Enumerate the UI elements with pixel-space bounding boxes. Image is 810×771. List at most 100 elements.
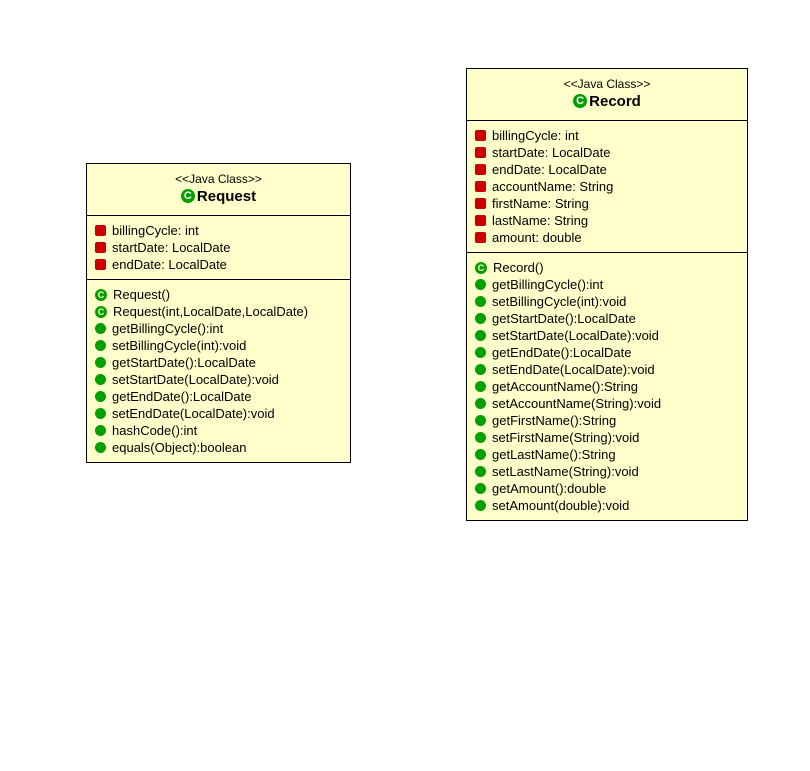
method-text: getAmount():double	[492, 481, 606, 496]
method-icon	[95, 425, 106, 436]
class-title: CRequest	[97, 188, 340, 205]
method-row: setAmount(double):void	[475, 497, 739, 514]
attribute-row: billingCycle: int	[475, 127, 739, 144]
class-name: Record	[589, 93, 641, 110]
class-header: <<Java Class>> CRecord	[467, 69, 747, 121]
class-icon: C	[573, 94, 587, 108]
uml-class-record: <<Java Class>> CRecord billingCycle: int…	[466, 68, 748, 521]
method-icon	[475, 398, 486, 409]
attribute-text: billingCycle: int	[112, 223, 199, 238]
attribute-text: startDate: LocalDate	[112, 240, 231, 255]
attribute-row: billingCycle: int	[95, 222, 342, 239]
constructor-icon	[95, 306, 107, 318]
constructor-row: Request(int,LocalDate,LocalDate)	[95, 303, 342, 320]
constructor-icon	[475, 262, 487, 274]
method-icon	[475, 415, 486, 426]
field-icon	[475, 147, 486, 158]
attributes-section: billingCycle: int startDate: LocalDate e…	[87, 216, 350, 280]
method-icon	[475, 279, 486, 290]
field-icon	[95, 225, 106, 236]
field-icon	[475, 232, 486, 243]
attribute-row: accountName: String	[475, 178, 739, 195]
method-row: setBillingCycle(int):void	[95, 337, 342, 354]
method-text: getEndDate():LocalDate	[492, 345, 631, 360]
method-text: getStartDate():LocalDate	[112, 355, 256, 370]
class-title: CRecord	[477, 93, 737, 110]
method-row: setBillingCycle(int):void	[475, 293, 739, 310]
method-row: setEndDate(LocalDate):void	[475, 361, 739, 378]
constructor-row: Record()	[475, 259, 739, 276]
method-text: setLastName(String):void	[492, 464, 639, 479]
method-icon	[475, 364, 486, 375]
method-text: getAccountName():String	[492, 379, 638, 394]
field-icon	[475, 181, 486, 192]
method-icon	[475, 500, 486, 511]
class-icon: C	[181, 189, 195, 203]
class-header: <<Java Class>> CRequest	[87, 164, 350, 216]
stereotype-label: <<Java Class>>	[97, 172, 340, 186]
method-row: getFirstName():String	[475, 412, 739, 429]
method-text: getEndDate():LocalDate	[112, 389, 251, 404]
method-text: setFirstName(String):void	[492, 430, 639, 445]
method-icon	[95, 340, 106, 351]
methods-section: Record() getBillingCycle():int setBillin…	[467, 253, 747, 520]
method-row: getAmount():double	[475, 480, 739, 497]
uml-class-request: <<Java Class>> CRequest billingCycle: in…	[86, 163, 351, 463]
field-icon	[95, 259, 106, 270]
method-row: getBillingCycle():int	[95, 320, 342, 337]
attribute-text: startDate: LocalDate	[492, 145, 611, 160]
field-icon	[95, 242, 106, 253]
method-icon	[95, 408, 106, 419]
field-icon	[475, 198, 486, 209]
method-icon	[95, 323, 106, 334]
method-row: hashCode():int	[95, 422, 342, 439]
method-text: setBillingCycle(int):void	[112, 338, 246, 353]
method-icon	[475, 466, 486, 477]
method-icon	[95, 442, 106, 453]
method-icon	[475, 313, 486, 324]
method-row: setFirstName(String):void	[475, 429, 739, 446]
method-row: setAccountName(String):void	[475, 395, 739, 412]
method-text: hashCode():int	[112, 423, 197, 438]
method-icon	[95, 357, 106, 368]
method-text: setStartDate(LocalDate):void	[112, 372, 279, 387]
method-icon	[475, 449, 486, 460]
constructor-text: Request()	[113, 287, 170, 302]
method-icon	[475, 296, 486, 307]
method-row: setLastName(String):void	[475, 463, 739, 480]
attribute-row: lastName: String	[475, 212, 739, 229]
field-icon	[475, 215, 486, 226]
method-icon	[475, 347, 486, 358]
method-text: setEndDate(LocalDate):void	[112, 406, 275, 421]
method-text: getStartDate():LocalDate	[492, 311, 636, 326]
attribute-row: amount: double	[475, 229, 739, 246]
constructor-icon	[95, 289, 107, 301]
method-row: getAccountName():String	[475, 378, 739, 395]
class-name: Request	[197, 188, 256, 205]
constructor-text: Request(int,LocalDate,LocalDate)	[113, 304, 308, 319]
method-text: getLastName():String	[492, 447, 616, 462]
field-icon	[475, 130, 486, 141]
method-row: getEndDate():LocalDate	[475, 344, 739, 361]
method-icon	[475, 381, 486, 392]
attribute-row: startDate: LocalDate	[475, 144, 739, 161]
method-row: getBillingCycle():int	[475, 276, 739, 293]
method-text: setBillingCycle(int):void	[492, 294, 626, 309]
attribute-text: firstName: String	[492, 196, 589, 211]
stereotype-label: <<Java Class>>	[477, 77, 737, 91]
method-row: getStartDate():LocalDate	[475, 310, 739, 327]
method-icon	[475, 432, 486, 443]
method-icon	[95, 391, 106, 402]
attribute-text: lastName: String	[492, 213, 588, 228]
method-text: setStartDate(LocalDate):void	[492, 328, 659, 343]
attributes-section: billingCycle: int startDate: LocalDate e…	[467, 121, 747, 253]
attribute-row: endDate: LocalDate	[475, 161, 739, 178]
method-text: setEndDate(LocalDate):void	[492, 362, 655, 377]
field-icon	[475, 164, 486, 175]
attribute-row: firstName: String	[475, 195, 739, 212]
method-text: getBillingCycle():int	[112, 321, 223, 336]
method-icon	[475, 483, 486, 494]
attribute-row: startDate: LocalDate	[95, 239, 342, 256]
method-row: setStartDate(LocalDate):void	[95, 371, 342, 388]
attribute-text: billingCycle: int	[492, 128, 579, 143]
